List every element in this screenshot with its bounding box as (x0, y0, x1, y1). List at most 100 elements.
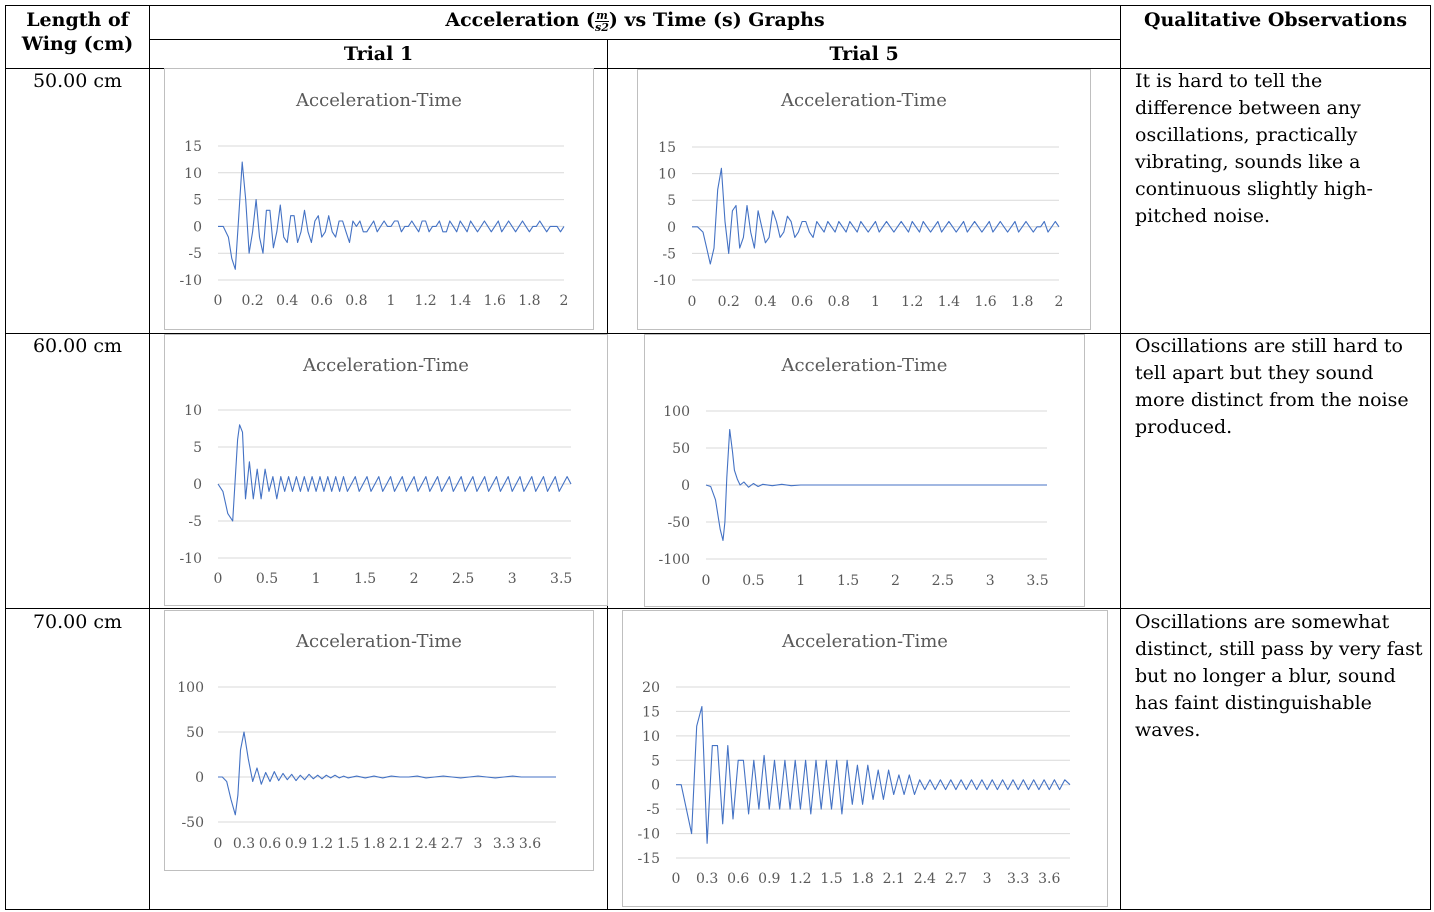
x-tick-label: 3.6 (1038, 871, 1060, 887)
x-tick-label: 0.9 (285, 836, 307, 852)
x-tick-label: 2 (1055, 294, 1064, 310)
y-tick-label: -15 (637, 851, 660, 867)
chart-svg: Acceleration-Time -10 -5 0 5 10 15 0 0.2 0.4 0.6 0.… (164, 68, 594, 330)
y-tick-label: -5 (646, 802, 660, 818)
y-tick-label: 10 (184, 166, 202, 182)
chart-row-1-trial-1: Acceleration-Time -10 -5 0 5 10 15 0 0.2 0.4 0.6 0.… (164, 68, 594, 330)
chart-title: Acceleration-Time (781, 631, 948, 652)
x-tick-label: 1 (387, 293, 396, 309)
chart-title: Acceleration-Time (302, 355, 469, 376)
x-tick-label: 1.4 (449, 293, 471, 309)
x-tick-label: 0 (214, 293, 223, 309)
x-tick-label: 0.6 (311, 293, 333, 309)
x-tick-label: 2.4 (415, 836, 437, 852)
y-tick-label: -5 (662, 246, 676, 262)
x-tick-label: 1.5 (820, 871, 842, 887)
x-tick-label: 0.6 (259, 836, 281, 852)
unit-fraction: m s2 (595, 10, 609, 33)
y-tick-label: 5 (651, 753, 660, 769)
chart-row-1-trial-5: Acceleration-Time -10 -5 0 5 10 15 0 0.2 0.4 0.6 0.… (637, 69, 1091, 330)
header-graphs-prefix: Acceleration ( (445, 9, 596, 31)
x-tick-label: 1.8 (363, 836, 385, 852)
y-tick-label: 10 (184, 403, 202, 419)
series-line (217, 424, 572, 522)
column-divider-1 (149, 5, 150, 910)
y-tick-label: -10 (179, 551, 202, 567)
x-tick-label: 2.4 (914, 871, 936, 887)
x-tick-label: 3.3 (1007, 871, 1029, 887)
header-divider (149, 39, 1121, 40)
x-tick-label: 3 (474, 836, 483, 852)
y-tick-label: -5 (188, 246, 202, 262)
table-border-bottom (5, 909, 1431, 910)
x-tick-label: 3.5 (550, 571, 572, 587)
chart-row-2-trial-5: Acceleration-Time -100 -50 0 50 100 0 0.5 1 1.5 2 2… (644, 334, 1085, 607)
row-divider-1 (5, 333, 1431, 334)
x-tick-label: 1.4 (938, 294, 960, 310)
chart-svg: Acceleration-Time -100 -50 0 50 100 0 0.5 1 1.5 2 2… (644, 334, 1085, 607)
y-tick-label: -50 (181, 815, 204, 831)
y-tick-label: 50 (672, 441, 690, 457)
x-tick-label: 1.6 (484, 293, 506, 309)
y-tick-label: 5 (193, 193, 202, 209)
unit-denominator: s2 (595, 20, 609, 34)
chart-title: Acceleration-Time (295, 631, 462, 652)
y-tick-label: 0 (667, 220, 676, 236)
x-tick-label: 0 (214, 836, 223, 852)
x-tick-label: 0.2 (718, 294, 740, 310)
y-tick-label: 20 (642, 680, 660, 696)
row-2-length: 60.00 cm (32, 335, 123, 357)
series-line (218, 731, 556, 816)
chart-row-3-trial-1: Acceleration-Time -50 0 50 100 0 0.3 0.6 0.9 1.2 1… (164, 610, 594, 871)
x-tick-label: 3 (983, 871, 992, 887)
x-tick-label: 0.5 (256, 571, 278, 587)
x-tick-label: 2.1 (389, 836, 411, 852)
y-tick-label: 100 (663, 404, 690, 420)
chart-frame (164, 334, 608, 606)
x-tick-label: 2.7 (945, 871, 967, 887)
x-tick-label: 1.8 (518, 293, 540, 309)
row-2-observation: Oscillations are still hard to tell apar… (1135, 335, 1409, 438)
row-1-observation: It is hard to tell the difference betwee… (1135, 70, 1373, 227)
x-tick-label: 3.6 (519, 836, 541, 852)
y-tick-label: -10 (637, 827, 660, 843)
y-tick-label: 15 (642, 704, 660, 720)
x-tick-label: 2 (560, 293, 569, 309)
x-tick-label: 1 (871, 294, 880, 310)
header-graphs-suffix: ) vs Time (s) Graphs (608, 9, 825, 31)
x-tick-label: 1 (796, 573, 805, 589)
x-tick-label: 1.5 (837, 573, 859, 589)
chart-title: Acceleration-Time (295, 90, 462, 111)
chart-svg: Acceleration-Time -10 -5 0 5 10 0 0.5 1 1.5 2 2.5 3 3… (164, 334, 608, 606)
y-tick-label: 0 (651, 778, 660, 794)
table-border-right (1430, 5, 1431, 910)
x-tick-label: 1.8 (851, 871, 873, 887)
x-tick-label: 1.6 (974, 294, 996, 310)
row-3-length: 70.00 cm (32, 611, 123, 633)
x-tick-label: 1.2 (311, 836, 333, 852)
row-1-length: 50.00 cm (32, 70, 123, 92)
x-tick-label: 0 (672, 871, 681, 887)
x-tick-label: 0.3 (233, 836, 255, 852)
x-tick-label: 0.4 (276, 293, 298, 309)
chart-svg: Acceleration-Time -10 -5 0 5 10 15 0 0.2 0.4 0.6 0.… (637, 69, 1091, 330)
x-tick-label: 2.1 (883, 871, 905, 887)
chart-frame (644, 334, 1085, 607)
y-tick-label: 0 (193, 477, 202, 493)
y-tick-label: -10 (653, 273, 676, 289)
y-tick-label: -10 (179, 273, 202, 289)
y-tick-label: 10 (642, 729, 660, 745)
x-tick-label: 0 (702, 573, 711, 589)
x-tick-label: 3.3 (493, 836, 515, 852)
header-trial-1: Trial 1 (343, 43, 414, 65)
x-tick-label: 3 (508, 571, 517, 587)
y-tick-label: 0 (195, 770, 204, 786)
x-tick-label: 1.5 (354, 571, 376, 587)
x-tick-label: 1.8 (1011, 294, 1033, 310)
x-tick-label: 1 (312, 571, 321, 587)
row-3-observation: Oscillations are somewhat distinct, stil… (1135, 611, 1423, 741)
x-tick-label: 0.3 (696, 871, 718, 887)
y-tick-label: -50 (667, 515, 690, 531)
x-tick-label: 0.9 (758, 871, 780, 887)
